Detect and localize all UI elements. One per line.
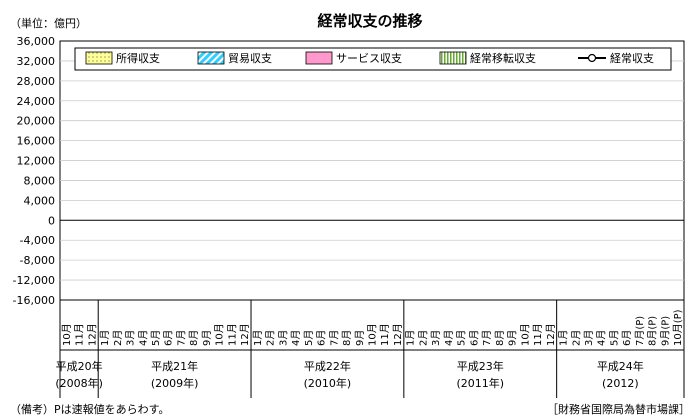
x-tick-label: 9月 — [507, 330, 519, 346]
x-tick-label: 4月 — [443, 330, 455, 346]
x-tick-label: 4月 — [137, 330, 149, 346]
x-tick-label: 12月 — [545, 323, 557, 346]
year-era-label: 平成23年 — [457, 359, 504, 373]
legend-current-account-label: 経常収支 — [610, 52, 654, 65]
x-tick-label: 7月 — [328, 330, 340, 346]
year-era-label: 平成21年 — [151, 359, 198, 373]
x-tick-label: 1月 — [558, 330, 570, 346]
x-tick-label: 1月 — [405, 330, 417, 346]
x-tick-label: 6月 — [621, 330, 633, 346]
x-tick-label: 1月 — [252, 330, 264, 346]
x-tick-label: 6月 — [163, 330, 175, 346]
x-tick-label: 9月 — [201, 330, 213, 346]
legend-current-account-marker — [587, 53, 597, 63]
y-tick-label: -4,000 — [20, 234, 55, 247]
year-era-label: 平成20年 — [56, 359, 103, 373]
x-tick-label: 7月 — [175, 330, 187, 346]
x-tick-label: 2月 — [112, 330, 124, 346]
x-tick-label: 10月 — [61, 323, 73, 346]
x-tick-label: 2月 — [265, 330, 277, 346]
x-tick-label: 3月 — [277, 330, 289, 346]
footnote-left: （備考）Pは速報値をあらわす。 — [10, 403, 170, 416]
plot-area — [59, 40, 685, 301]
y-tick-label: 12,000 — [17, 155, 56, 168]
y-tick-label: -12,000 — [13, 274, 55, 287]
x-axis-month-labels: 10月 11月 12月 1月 2月 3月 4月 5月 6月 7月 8月 9月 10月 11月 12月 1月 2月… — [61, 309, 684, 346]
x-tick-label: 12月 — [239, 323, 251, 346]
legend-trade-swatch — [197, 51, 225, 65]
x-tick-label: 2月 — [570, 330, 582, 346]
x-tick-label: 1月 — [99, 330, 111, 346]
year-western-label: (2011年) — [456, 376, 504, 390]
x-tick-label: 5月 — [303, 330, 315, 346]
y-tick-label: 16,000 — [17, 135, 56, 148]
chart-title: 経常収支の推移 — [317, 12, 422, 30]
x-tick-label: 8月(P) — [647, 316, 659, 346]
x-tick-label: 5月 — [456, 330, 468, 346]
year-western-label: (2009年) — [151, 376, 199, 390]
x-tick-label: 4月 — [596, 330, 608, 346]
year-era-label: 平成24年 — [597, 359, 644, 373]
x-tick-label: 12月 — [86, 323, 98, 346]
legend-services-label: サービス収支 — [336, 52, 402, 65]
legend: 所得収支 貿易収支 サービス収支 経常移転収支 経常収支 — [74, 47, 672, 71]
x-tick-label: 2月 — [417, 330, 429, 346]
y-tick-label: 28,000 — [17, 75, 56, 88]
x-tick-label: 9月 — [354, 330, 366, 346]
x-tick-label: 5月 — [608, 330, 620, 346]
y-tick-label: 8,000 — [24, 174, 56, 187]
x-tick-label: 11月 — [226, 323, 238, 346]
y-axis-ticks: 36,000 32,000 28,000 24,000 20,000 16,000 12,0… — [13, 35, 55, 307]
legend-income-swatch — [85, 51, 113, 65]
unit-label: （単位：億円） — [10, 16, 87, 30]
x-tick-label: 9月(P) — [659, 316, 671, 346]
year-western-label: (2010年) — [304, 376, 352, 390]
x-tick-label: 11月 — [379, 323, 391, 346]
x-tick-label: 10月(P) — [672, 309, 684, 346]
year-era-label: 平成22年 — [304, 359, 351, 373]
legend-services-swatch — [305, 51, 333, 65]
x-tick-label: 11月 — [74, 323, 86, 346]
x-tick-label: 5月 — [150, 330, 162, 346]
x-tick-label: 10月 — [519, 323, 531, 346]
x-axis-year-labels: 平成20年 (2008年) 平成21年 (2009年) 平成22年 (2010年) 平成23… — [55, 359, 644, 390]
y-tick-label: -16,000 — [13, 294, 55, 307]
y-tick-label: 32,000 — [17, 55, 56, 68]
footnote-right: ［財務省国際局為替市場課］ — [547, 402, 690, 416]
x-tick-label: 10月 — [214, 323, 226, 346]
x-tick-label: 7月 — [481, 330, 493, 346]
year-western-label: (2012) — [602, 377, 639, 390]
y-tick-label: -8,000 — [20, 254, 55, 267]
x-axis-band — [59, 300, 685, 398]
legend-transfers-swatch — [439, 51, 467, 65]
x-tick-label: 6月 — [468, 330, 480, 346]
x-tick-label: 3月 — [430, 330, 442, 346]
y-tick-label: 36,000 — [17, 35, 56, 48]
y-tick-label: 20,000 — [17, 115, 56, 128]
x-tick-label: 8月 — [494, 330, 506, 346]
x-tick-label: 3月 — [125, 330, 137, 346]
legend-transfers-label: 経常移転収支 — [470, 52, 536, 65]
gridlines — [60, 60, 684, 281]
x-tick-label: 8月 — [188, 330, 200, 346]
legend-trade-label: 貿易収支 — [228, 52, 272, 65]
legend-income-label: 所得収支 — [116, 52, 160, 65]
x-tick-label: 7月(P) — [634, 316, 646, 346]
x-tick-label: 12月 — [392, 323, 404, 346]
y-tick-label: 24,000 — [17, 95, 56, 108]
x-tick-label: 3月 — [583, 330, 595, 346]
year-western-label: (2008年) — [55, 376, 103, 390]
x-tick-label: 4月 — [290, 330, 302, 346]
x-tick-label: 8月 — [341, 330, 353, 346]
y-tick-label: 4,000 — [24, 194, 56, 207]
x-tick-label: 11月 — [532, 323, 544, 346]
y-tick-label: 0 — [48, 214, 55, 227]
x-tick-label: 6月 — [316, 330, 328, 346]
x-tick-label: 10月 — [367, 323, 379, 346]
